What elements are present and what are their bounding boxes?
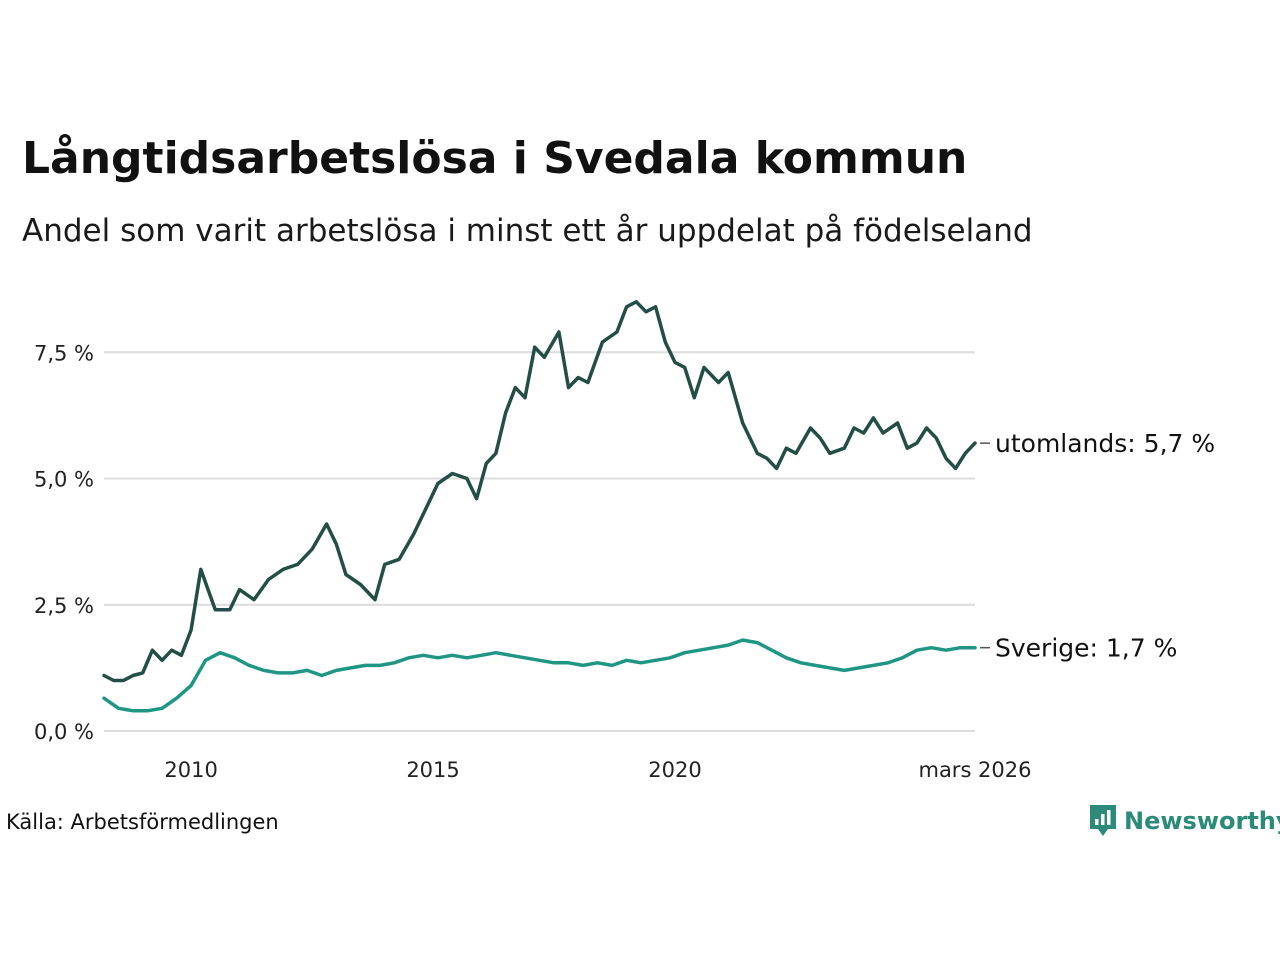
- brand-logo[interactable]: Newsworthy: [1088, 803, 1280, 839]
- x-tick-label: mars 2026: [918, 758, 1031, 782]
- y-tick-label: 2,5 %: [34, 594, 94, 618]
- source-note: Källa: Arbetsförmedlingen: [6, 810, 279, 834]
- series-end-label-sverige: Sverige: 1,7 %: [995, 634, 1177, 663]
- series-line-utomlands: [102, 300, 977, 683]
- y-tick-label: 7,5 %: [34, 341, 94, 365]
- newsworthy-logo-icon: [1090, 805, 1116, 836]
- series-end-label-utomlands: utomlands: 5,7 %: [995, 429, 1215, 458]
- x-tick-label: 2020: [648, 758, 701, 782]
- brand-name: Newsworthy: [1124, 807, 1280, 835]
- chart-title: Långtidsarbetslösa i Svedala kommun: [22, 133, 968, 184]
- line-chart: 0,0 % 2,5 % 5,0 % 7,5 % 2010 2015 2020 mars 202…: [34, 300, 1215, 782]
- chart-subtitle: Andel som varit arbetslösa i minst ett å…: [22, 213, 1033, 249]
- y-tick-label: 5,0 %: [34, 468, 94, 492]
- x-tick-label: 2015: [406, 758, 459, 782]
- y-tick-label: 0,0 %: [34, 720, 94, 744]
- series-line-sverige: [102, 638, 977, 713]
- x-tick-label: 2010: [164, 758, 217, 782]
